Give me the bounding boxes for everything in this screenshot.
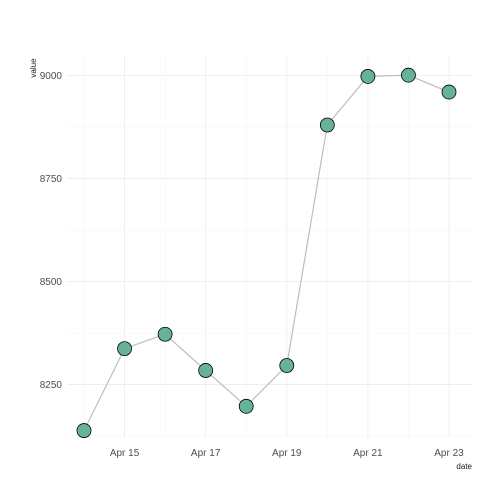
y-tick-label: 8500 [40,277,63,288]
y-tick-label: 8250 [40,380,63,391]
x-tick-label: Apr 21 [353,448,383,459]
data-point [441,84,457,100]
y-tick-label: 8750 [40,174,63,185]
y-axis-title: value [29,58,38,78]
x-tick-label: Apr 17 [191,448,221,459]
data-point [76,423,92,438]
data-point [360,69,376,84]
data-point [198,363,214,378]
data-point [279,358,295,373]
x-tick-label: Apr 23 [434,448,464,459]
data-point [157,326,173,342]
data-point [319,117,335,133]
grid [67,55,472,438]
series-line-group [83,74,450,431]
series-line [83,74,450,431]
data-points [76,67,457,438]
y-tick-label: 9000 [40,71,63,82]
x-axis-ticks: Apr 15 Apr 17 Apr 19 Apr 21 Apr 23 [110,448,464,459]
data-point [117,341,132,357]
data-point [401,67,416,83]
x-tick-label: Apr 19 [272,448,302,459]
x-tick-label: Apr 15 [110,448,140,459]
x-axis-title: date [456,462,472,471]
data-point [238,398,254,414]
y-axis-ticks: 8250 8500 8750 9000 [40,71,63,391]
